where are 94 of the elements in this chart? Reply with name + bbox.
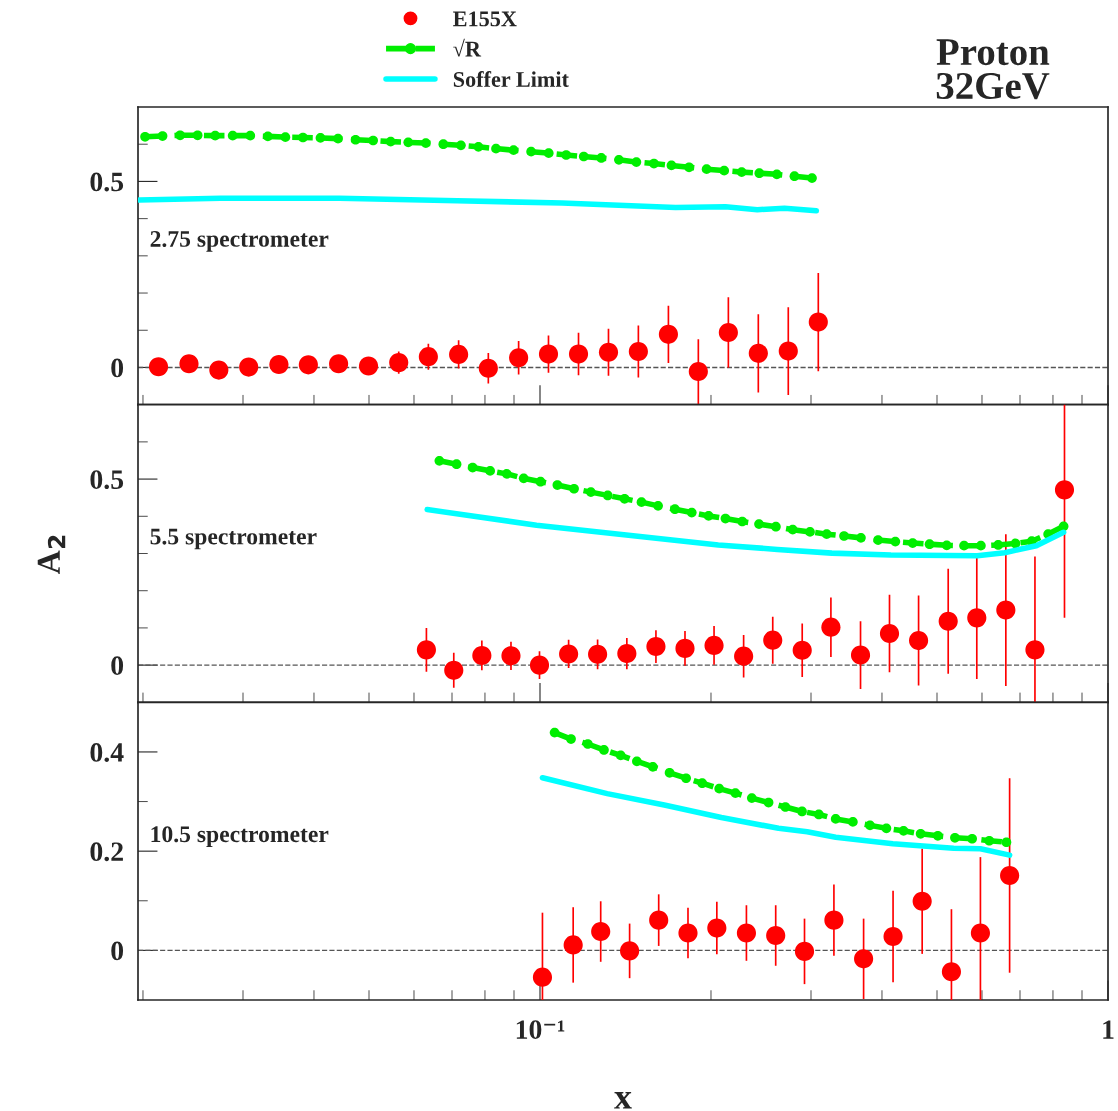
point <box>350 134 361 145</box>
x-tick-label: 1 <box>1103 1020 1114 1039</box>
y-tick-label: 0.5 <box>90 172 124 192</box>
y-tick-label: 0 <box>111 941 124 961</box>
y-tick-label: 0.2 <box>90 842 123 862</box>
point <box>754 519 764 529</box>
point <box>227 130 238 141</box>
point <box>649 158 659 169</box>
point <box>467 462 478 473</box>
point <box>298 132 308 143</box>
point <box>771 521 781 532</box>
point <box>684 162 694 173</box>
point <box>839 531 849 541</box>
point <box>754 168 765 179</box>
point <box>653 501 663 511</box>
point <box>456 140 466 151</box>
point <box>701 164 712 174</box>
point <box>856 533 866 543</box>
point <box>596 153 607 163</box>
point <box>508 145 519 156</box>
y-axis-title: A$_{2}$ <box>37 535 66 575</box>
legend-label: √R <box>453 38 482 57</box>
point <box>245 130 256 141</box>
legend-label: E155X <box>453 11 517 27</box>
point <box>821 529 832 540</box>
point <box>434 455 445 466</box>
point <box>1010 538 1021 549</box>
point <box>736 167 747 177</box>
point <box>157 131 168 141</box>
point <box>491 143 501 154</box>
point <box>873 535 883 545</box>
point <box>602 490 613 501</box>
point <box>444 660 464 680</box>
point <box>890 536 901 547</box>
point <box>501 469 512 479</box>
x-tick-label: 10⁻¹ <box>516 1020 565 1039</box>
y-tick-label: 0.4 <box>90 743 124 762</box>
point <box>438 139 449 150</box>
point <box>140 131 150 142</box>
annotation: 5.5 spectrometer <box>150 528 317 550</box>
y-tick-label: 0.5 <box>90 470 124 490</box>
point <box>907 538 918 548</box>
point <box>805 527 815 537</box>
point <box>771 169 782 180</box>
legend-label: Soffer Limit <box>453 71 569 87</box>
annotation: 2.75 spectrometer <box>150 230 329 252</box>
point <box>210 130 221 141</box>
point <box>586 487 596 497</box>
point <box>720 513 731 524</box>
point <box>807 173 817 183</box>
point <box>941 540 952 551</box>
point <box>543 148 554 158</box>
point <box>789 171 800 182</box>
point <box>1058 521 1069 532</box>
point <box>993 540 1004 550</box>
point <box>552 480 563 490</box>
y-tick-label: 0 <box>111 358 124 378</box>
point <box>569 483 579 494</box>
point <box>420 138 431 148</box>
point <box>192 130 203 141</box>
chart-title: Proton 32GeV <box>936 39 1050 100</box>
point <box>737 516 748 527</box>
point <box>666 160 677 171</box>
point <box>333 133 343 144</box>
point <box>686 507 697 518</box>
point <box>719 165 730 176</box>
point <box>535 476 546 487</box>
point <box>403 137 414 148</box>
point <box>619 493 630 504</box>
x-axis-title: x <box>614 1092 632 1109</box>
point <box>485 466 495 476</box>
point <box>385 136 396 147</box>
point <box>631 157 642 167</box>
point <box>315 133 326 143</box>
point <box>614 154 624 165</box>
point <box>636 497 647 508</box>
point <box>578 151 589 162</box>
point <box>263 131 273 142</box>
point <box>703 511 714 521</box>
point <box>924 539 935 550</box>
point <box>959 540 969 551</box>
point <box>526 146 536 157</box>
y-tick-label: 0 <box>111 656 124 676</box>
point <box>473 141 484 152</box>
point <box>451 459 462 470</box>
point <box>787 524 798 535</box>
annotation: 10.5 spectrometer <box>151 826 329 847</box>
point <box>670 504 680 515</box>
point <box>976 540 986 551</box>
point <box>561 150 572 160</box>
point <box>518 473 529 484</box>
point <box>280 132 291 142</box>
point <box>368 135 378 146</box>
point <box>175 130 185 141</box>
